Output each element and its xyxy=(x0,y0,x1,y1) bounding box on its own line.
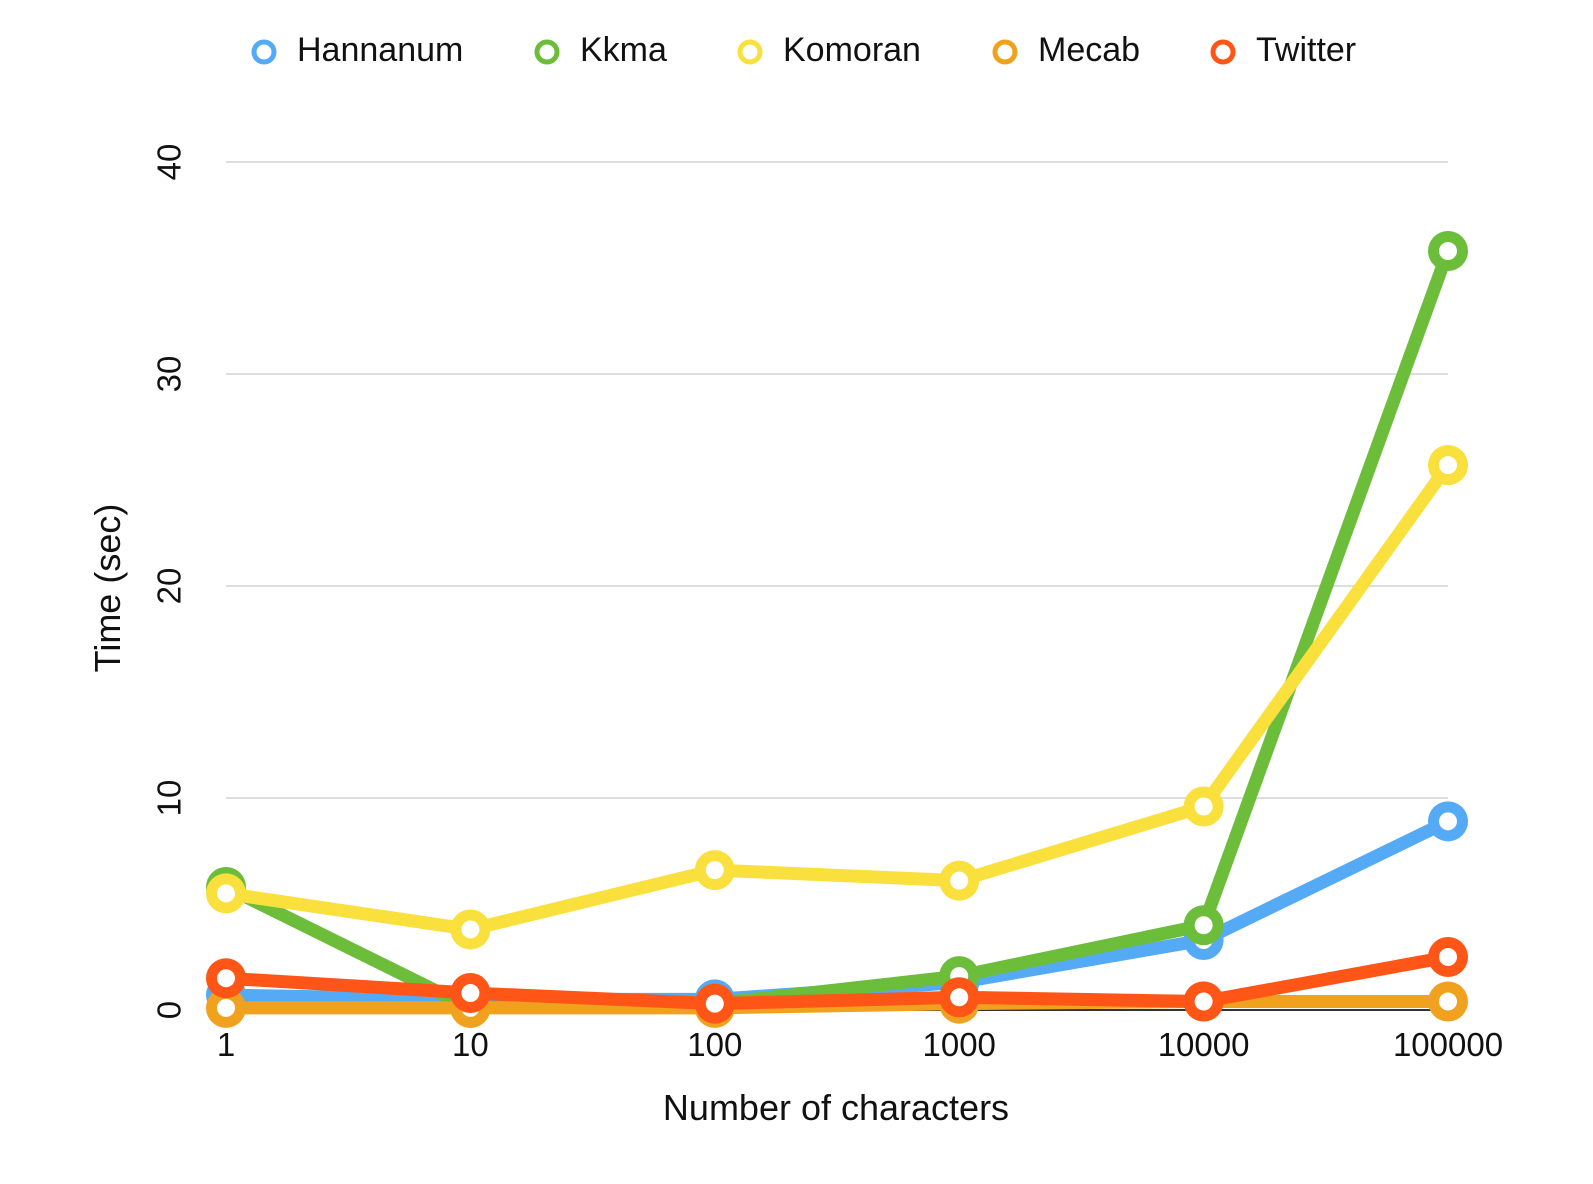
x-tick-labels: 1 10 100 1000 10000 100000 xyxy=(217,1026,1503,1063)
legend-marker-kkma xyxy=(534,39,560,65)
data-point-center xyxy=(1194,992,1213,1011)
x-axis-label: Number of characters xyxy=(663,1087,1009,1128)
data-point-center xyxy=(217,998,235,1017)
series-twitter xyxy=(206,937,1468,1024)
legend-label: Twitter xyxy=(1256,31,1356,69)
series-group xyxy=(206,231,1468,1028)
data-point-center xyxy=(1439,948,1457,966)
data-point-center xyxy=(1194,916,1213,935)
data-point-center xyxy=(1439,456,1457,475)
grid-lines xyxy=(226,161,1448,1011)
data-point-center xyxy=(1439,992,1457,1011)
data-point-center xyxy=(217,884,235,903)
data-point-center xyxy=(1194,797,1213,816)
legend-marker-komoran xyxy=(737,39,763,65)
data-point-center xyxy=(217,969,235,988)
x-tick-label: 10000 xyxy=(1158,1026,1250,1063)
legend-marker-hannanum xyxy=(251,39,277,65)
y-tick-label: 20 xyxy=(151,568,188,605)
legend: Hannanum Kkma Komoran Mecab Twitter xyxy=(251,31,1356,69)
y-tick-label: 0 xyxy=(151,1001,188,1019)
legend-label: Komoran xyxy=(783,31,921,69)
legend-item-mecab: Mecab xyxy=(992,31,1140,69)
y-tick-label: 30 xyxy=(151,356,188,393)
y-tick-label: 10 xyxy=(151,780,188,817)
legend-marker-mecab xyxy=(992,39,1018,65)
y-axis-label: Time (sec) xyxy=(87,504,128,673)
x-tick-label: 100 xyxy=(687,1026,742,1063)
series-line-kkma xyxy=(219,244,1455,1015)
legend-item-hannanum: Hannanum xyxy=(251,31,463,69)
data-point-center xyxy=(1439,242,1457,261)
data-point-center xyxy=(950,871,969,890)
data-point-center xyxy=(950,988,969,1007)
data-point-center xyxy=(1439,812,1457,831)
legend-label: Kkma xyxy=(580,31,667,69)
y-tick-label: 40 xyxy=(151,144,188,181)
series-komoran xyxy=(206,445,1468,950)
data-point-center xyxy=(705,861,724,880)
legend-label: Mecab xyxy=(1038,31,1140,69)
legend-item-twitter: Twitter xyxy=(1210,31,1356,69)
data-point-center xyxy=(461,920,480,939)
y-tick-labels: 0 10 20 30 40 xyxy=(151,144,188,1020)
x-tick-label: 10 xyxy=(452,1026,489,1063)
x-tick-label: 1000 xyxy=(922,1026,995,1063)
series-line-komoran xyxy=(219,458,1455,936)
data-point-center xyxy=(461,984,480,1003)
legend-marker-twitter xyxy=(1210,39,1236,65)
legend-item-komoran: Komoran xyxy=(737,31,921,69)
legend-item-kkma: Kkma xyxy=(534,31,667,69)
legend-label: Hannanum xyxy=(297,31,463,69)
data-point-center xyxy=(705,994,724,1013)
x-tick-label: 100000 xyxy=(1393,1026,1503,1063)
x-tick-label: 1 xyxy=(217,1026,235,1063)
series-line-twitter xyxy=(219,950,1455,1011)
